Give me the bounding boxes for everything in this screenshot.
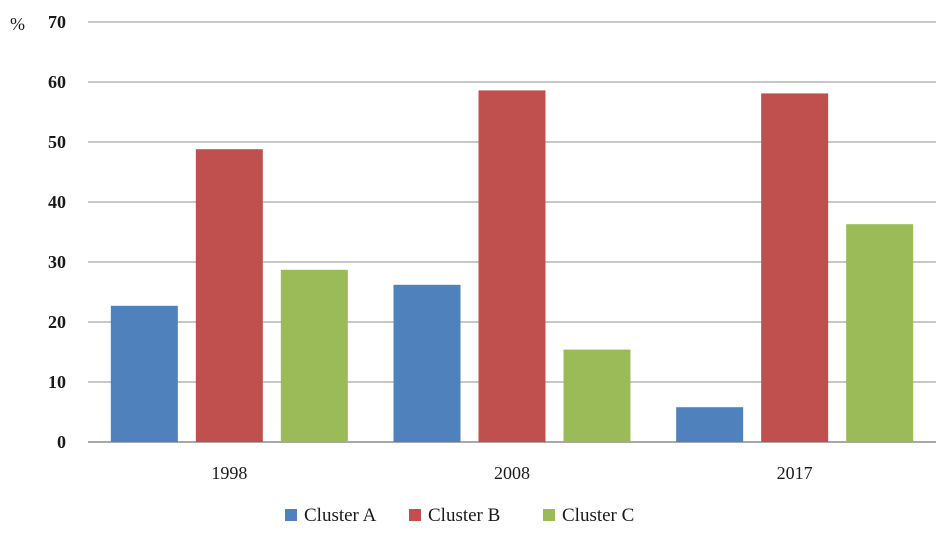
legend-label: Cluster C — [562, 505, 634, 526]
y-unit-label: % — [10, 14, 25, 34]
bar-cluster-c-2008 — [563, 349, 631, 442]
bar-cluster-b-1998 — [195, 149, 263, 442]
legend-label: Cluster B — [428, 505, 500, 526]
y-tick-label: 0 — [57, 432, 66, 452]
legend: Cluster A Cluster B Cluster C — [285, 505, 634, 526]
y-tick-label: 20 — [48, 312, 66, 332]
legend-item: Cluster C — [543, 505, 634, 526]
legend-swatch — [409, 509, 421, 521]
legend-swatch — [543, 509, 555, 521]
y-tick-label: 10 — [48, 372, 66, 392]
x-tick-label: 2017 — [777, 463, 813, 483]
y-tick-label: 60 — [48, 72, 66, 92]
y-tick-label: 40 — [48, 192, 66, 212]
x-tick-label: 2008 — [494, 463, 530, 483]
legend-label: Cluster A — [304, 505, 377, 526]
y-tick-label: 50 — [48, 132, 66, 152]
bar-cluster-c-2017 — [846, 224, 914, 442]
bar-cluster-a-2008 — [393, 284, 461, 442]
y-tick-label: 70 — [48, 12, 66, 32]
bar-cluster-b-2017 — [761, 93, 829, 443]
x-axis-ticks: 1998 2008 2017 — [211, 463, 812, 483]
bar-cluster-a-2017 — [676, 407, 744, 442]
legend-swatch — [285, 509, 297, 521]
y-tick-label: 30 — [48, 252, 66, 272]
legend-item: Cluster B — [409, 505, 500, 526]
bar-cluster-c-1998 — [280, 269, 348, 442]
x-tick-label: 1998 — [211, 463, 247, 483]
bars — [110, 90, 914, 443]
legend-item: Cluster A — [285, 505, 377, 526]
y-axis-ticks: 0 10 20 30 40 50 60 70 — [48, 12, 66, 452]
bar-cluster-b-2008 — [478, 90, 546, 443]
bar-cluster-a-1998 — [110, 305, 178, 442]
